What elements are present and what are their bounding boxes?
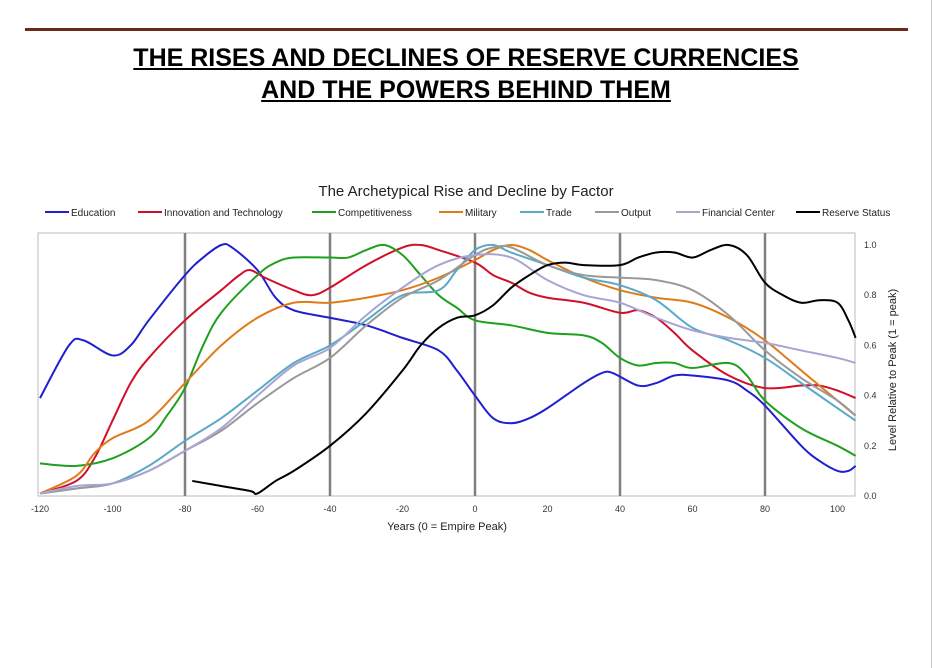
x-tick-label: -20 (396, 504, 409, 514)
x-axis-label: Years (0 = Empire Peak) (387, 521, 507, 533)
legend-label: Innovation and Technology (164, 208, 283, 219)
x-tick-label: 100 (830, 504, 845, 514)
x-tick-label: -80 (178, 504, 191, 514)
x-tick-label: -40 (323, 504, 336, 514)
y-tick-label: 0.6 (864, 340, 877, 350)
x-tick-label: -100 (103, 504, 121, 514)
x-tick-label: 60 (687, 504, 697, 514)
legend-label: Trade (546, 208, 572, 219)
legend-label: Output (621, 208, 651, 219)
x-tick-label: -120 (31, 504, 49, 514)
y-tick-label: 0.2 (864, 441, 877, 451)
series-line-education (39, 242, 857, 473)
y-axis-label: Level Relative to Peak (1 = peak) (887, 289, 899, 451)
x-tick-label: 80 (760, 504, 770, 514)
top-divider (25, 28, 908, 31)
y-tick-label: 0.8 (864, 290, 877, 300)
legend: Education Innovation and Technology Compet… (45, 208, 890, 219)
legend-label: Education (71, 208, 115, 219)
legend-label: Military (465, 208, 497, 219)
series-line-trade (39, 243, 857, 495)
x-tick-label: 0 (472, 504, 477, 514)
plot-area (37, 232, 856, 497)
series-line-military (39, 243, 857, 495)
y-tick-label: 0.0 (864, 491, 877, 501)
series-line-reserve-status (192, 243, 857, 495)
series-line-innovation-and-technology (39, 243, 857, 495)
legend-label: Reserve Status (822, 208, 890, 219)
y-tick-label: 0.4 (864, 391, 877, 401)
chart-title: The Archetypical Rise and Decline by Fac… (318, 183, 613, 200)
y-tick-label: 1.0 (864, 240, 877, 250)
series-line-competitiveness (39, 243, 857, 468)
x-tick-label: 20 (542, 504, 552, 514)
page-title-line1: THE RISES AND DECLINES OF RESERVE CURREN… (133, 44, 799, 72)
series-line-financial-center (39, 253, 856, 495)
x-tick-label: 40 (615, 504, 625, 514)
legend-label: Competitiveness (338, 208, 412, 219)
x-tick-label: -60 (251, 504, 264, 514)
page-title-line2: AND THE POWERS BEHIND THEM (261, 76, 671, 104)
legend-label: Financial Center (702, 208, 775, 219)
